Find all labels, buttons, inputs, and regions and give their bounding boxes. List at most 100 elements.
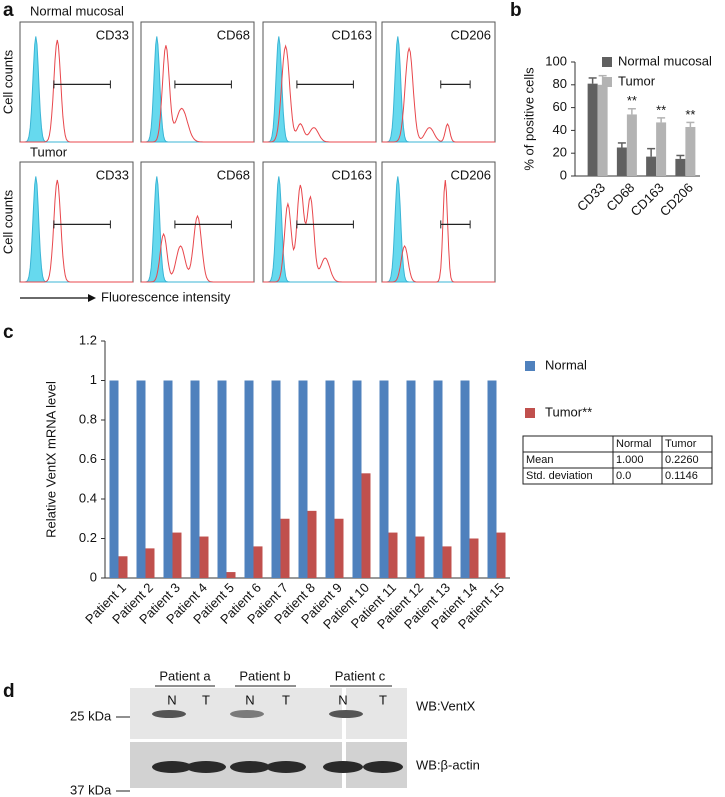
bar [199, 536, 209, 578]
bar [352, 380, 362, 578]
bar [469, 538, 479, 578]
y-tick-label: 0 [90, 569, 97, 584]
bar [172, 532, 182, 578]
bar [685, 126, 696, 176]
bar [190, 380, 200, 578]
lane-label: N [167, 692, 176, 707]
bar [487, 380, 497, 578]
table-header: Tumor [665, 438, 697, 450]
bar [109, 380, 119, 578]
table-cell: 0.1146 [665, 470, 698, 482]
bar [587, 83, 598, 176]
table-cell: Std. deviation [526, 470, 593, 482]
bar [597, 84, 608, 176]
vent-band [329, 710, 363, 718]
lane-label: T [379, 692, 387, 707]
marker-histogram [263, 44, 376, 143]
y-tick-label: 0.6 [79, 451, 97, 466]
table-header: Normal [616, 438, 651, 450]
table-frame [522, 435, 713, 485]
bar [145, 548, 155, 578]
panel-letter: c [3, 322, 14, 343]
bar [163, 380, 173, 578]
actin-band [323, 761, 363, 773]
y-tick-label: 100 [545, 53, 567, 68]
legend-swatch [525, 408, 535, 418]
y-tick-label: 40 [553, 122, 567, 137]
patient-label: Patient b [239, 668, 290, 683]
table-cell: 1.000 [616, 454, 644, 466]
marker-histogram [382, 46, 495, 143]
lane-label: T [282, 692, 290, 707]
bar [226, 572, 236, 578]
marker-histogram [141, 45, 254, 143]
legend-swatch [602, 77, 612, 87]
table-cell: 0.0 [616, 470, 631, 482]
actin-band [266, 761, 306, 773]
y-tick-label: 20 [553, 145, 567, 160]
marker-histogram [141, 214, 254, 283]
significance: ** [685, 107, 695, 122]
x-tick-label: CD33 [574, 180, 608, 214]
marker-histogram [20, 39, 133, 143]
marker-label: CD163 [332, 167, 372, 182]
bar [656, 122, 667, 176]
bar [415, 536, 425, 578]
table-cell: 0.2260 [665, 454, 699, 466]
lane-label: T [202, 692, 210, 707]
bar [118, 556, 128, 578]
marker-histogram [263, 184, 376, 283]
y-tick-label: 1 [90, 372, 97, 387]
axis-label: Relative VentX mRNA level [43, 381, 58, 538]
bar [361, 473, 371, 578]
marker-label: CD68 [217, 27, 250, 42]
bar [616, 147, 627, 176]
y-tick-label: 0.4 [79, 490, 97, 505]
bar [675, 158, 686, 176]
legend-label: Tumor [618, 73, 656, 88]
marker-label: CD68 [217, 167, 250, 182]
marker-histogram [20, 179, 133, 283]
marker-label: CD206 [451, 27, 491, 42]
bar [253, 546, 263, 578]
actin-band [230, 761, 270, 773]
x-tick-label: CD206 [657, 180, 696, 219]
legend-label: Normal [545, 357, 587, 372]
patient-label: Patient c [335, 668, 386, 683]
row-label: Normal mucosal [30, 3, 124, 18]
row-label: Tumor [30, 144, 68, 159]
axis-label: Fluorescence intensity [101, 289, 231, 304]
axis-label: Cell counts [0, 49, 15, 114]
actin-band [152, 761, 192, 773]
vent-band [152, 710, 186, 718]
actin-band [186, 761, 226, 773]
significance: ** [656, 102, 666, 117]
bar [298, 380, 308, 578]
panel-letter: a [3, 0, 14, 21]
bar [325, 380, 335, 578]
lane-label: N [245, 692, 254, 707]
bar [379, 380, 389, 578]
y-tick-label: 0.2 [79, 530, 97, 545]
bar [217, 380, 227, 578]
y-tick-label: 0 [560, 167, 567, 182]
marker-histogram [382, 179, 495, 283]
y-tick-label: 60 [553, 99, 567, 114]
bar [442, 546, 452, 578]
arrow-head [88, 294, 96, 302]
probe-label: WB:VentX [416, 698, 476, 713]
size-marker: 25 kDa [70, 708, 112, 723]
axis-label: Cell counts [0, 189, 15, 254]
probe-label: WB:β-actin [416, 757, 480, 772]
legend-label: Tumor** [545, 404, 592, 419]
patient-label: Patient a [159, 668, 211, 683]
bar [460, 380, 470, 578]
marker-label: CD33 [96, 167, 129, 182]
bar [646, 156, 657, 176]
bar [271, 380, 281, 578]
actin-band [363, 761, 403, 773]
legend-swatch [602, 57, 612, 67]
bar [307, 510, 317, 578]
axis-label: % of positive cells [521, 67, 536, 171]
